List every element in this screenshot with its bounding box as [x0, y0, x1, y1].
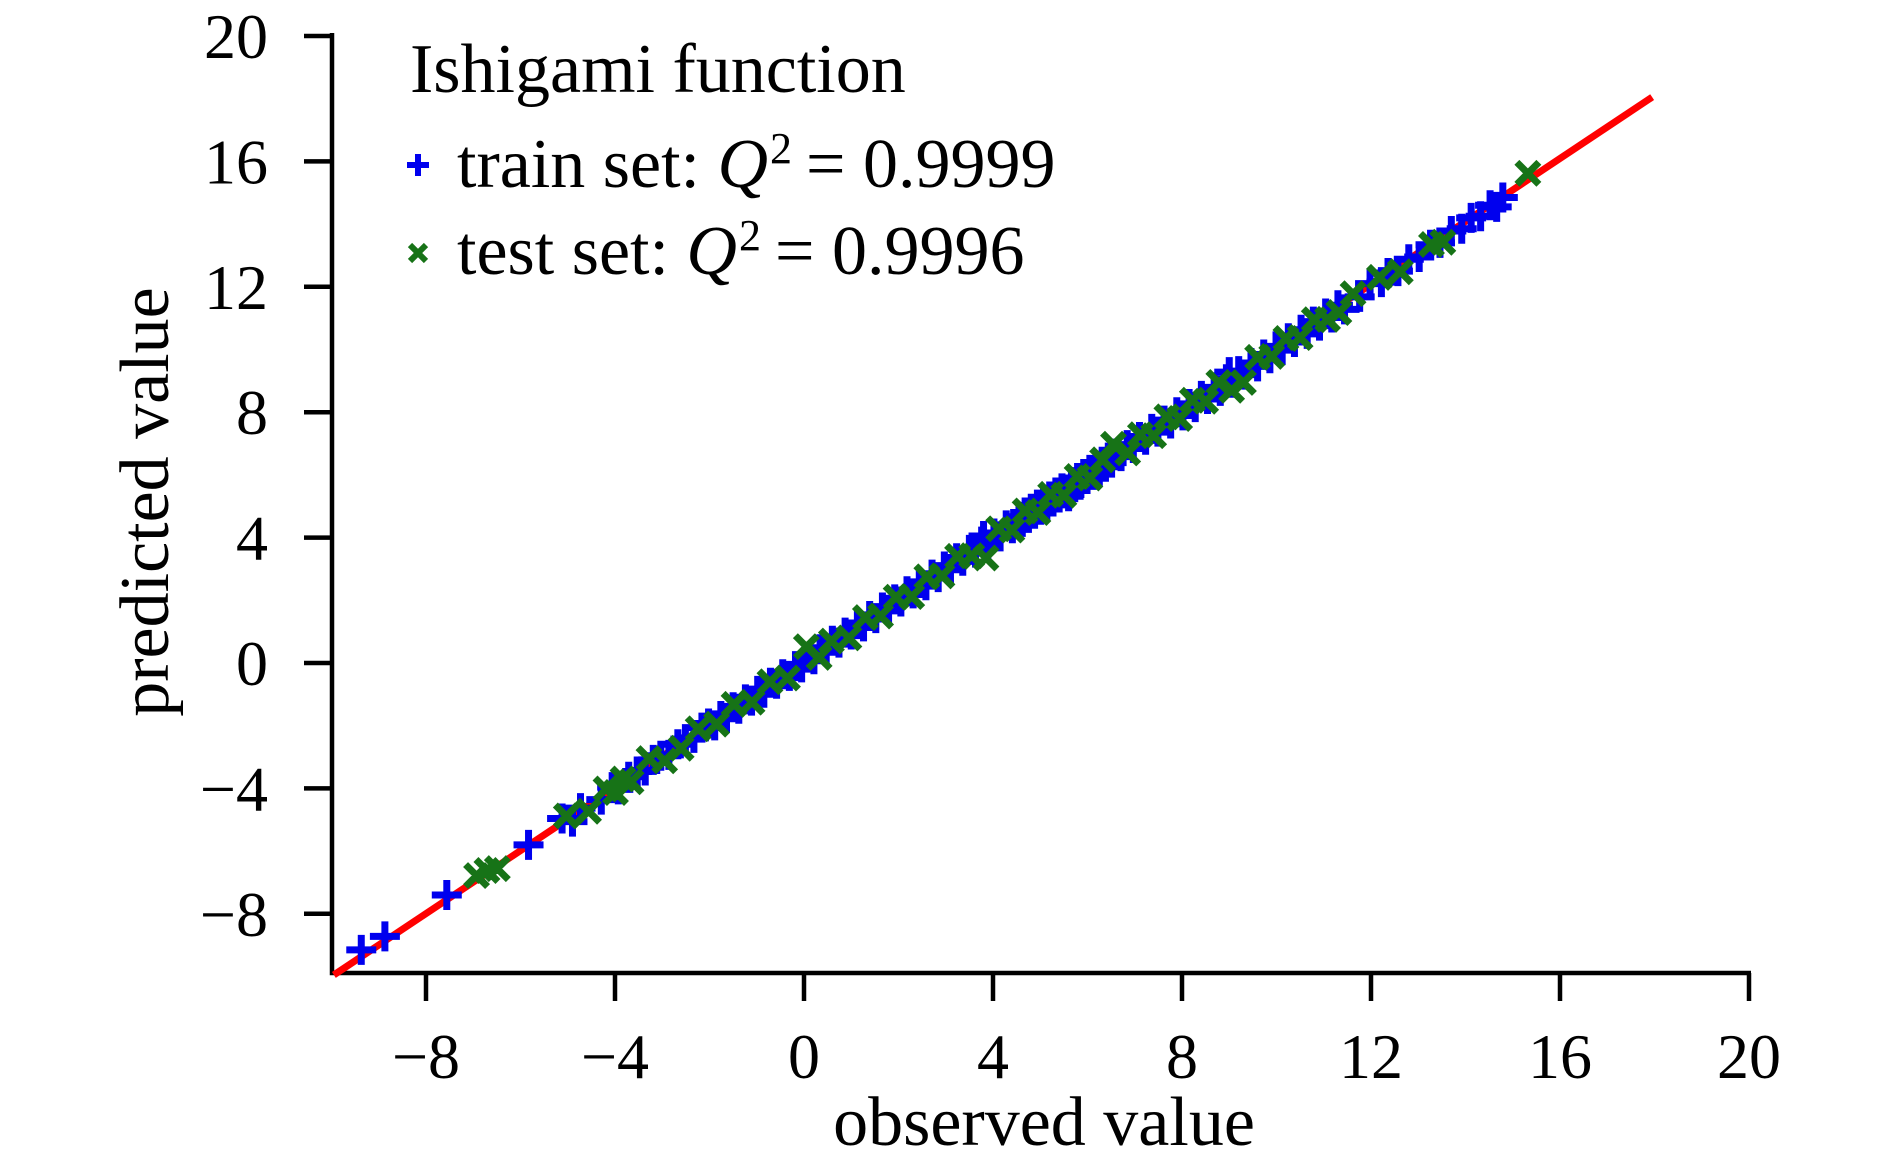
test-points — [463, 159, 1542, 890]
y-tick-label: 4 — [236, 503, 268, 574]
x-tick-label: 12 — [1339, 1021, 1403, 1092]
legend-train-stat-sup: 2 — [770, 124, 792, 173]
y-tick-label: −4 — [200, 753, 268, 824]
y-tick-label: 8 — [236, 377, 268, 448]
x-tick-label: −8 — [392, 1021, 460, 1092]
legend-train-label: train set: — [457, 126, 717, 203]
legend-entry-train: train set: Q2 = 0.9999 — [457, 124, 1056, 203]
legend-test-stat-value: = 0.9996 — [775, 213, 1024, 290]
y-axis-title: predicted value — [107, 287, 184, 717]
legend-test-stat-symbol: Q — [686, 213, 737, 290]
x-tick-label: 16 — [1528, 1021, 1592, 1092]
axes — [304, 33, 1752, 1001]
legend-train-marker-plus-icon — [407, 154, 429, 176]
plus-icon — [407, 154, 429, 176]
y-tick-label: −8 — [200, 879, 268, 950]
y-tick-label: 20 — [204, 1, 268, 72]
legend-train-stat-symbol: Q — [717, 126, 768, 203]
x-tick-label: 8 — [1166, 1021, 1198, 1092]
axis-frame-and-ticks — [304, 33, 1752, 1001]
y-tick-label: 0 — [236, 628, 268, 699]
test-cross-markers — [463, 159, 1542, 890]
legend-entry-test: test set: Q2 = 0.9996 — [457, 211, 1024, 290]
legend-test-marker-cross-icon — [407, 242, 429, 264]
tick-labels: 20 16 12 8 4 0 −4 −8 −8 −4 0 4 8 12 16 20 — [200, 1, 1781, 1092]
x-tick-label: −4 — [581, 1021, 649, 1092]
x-tick-label: 4 — [977, 1021, 1009, 1092]
y-tick-label: 12 — [204, 252, 268, 323]
legend: Ishigami function train set: Q2 = 0.9999 … — [407, 31, 1056, 290]
x-axis-title: observed value — [833, 1084, 1255, 1161]
cross-icon — [407, 242, 429, 264]
legend-title: Ishigami function — [410, 31, 906, 108]
x-tick-label: 0 — [788, 1021, 820, 1092]
y-tick-label: 16 — [204, 126, 268, 197]
legend-test-stat-sup: 2 — [739, 211, 761, 260]
x-tick-label: 20 — [1717, 1021, 1781, 1092]
legend-test-label: test set: — [457, 213, 686, 290]
legend-train-stat-value: = 0.9999 — [806, 126, 1055, 203]
